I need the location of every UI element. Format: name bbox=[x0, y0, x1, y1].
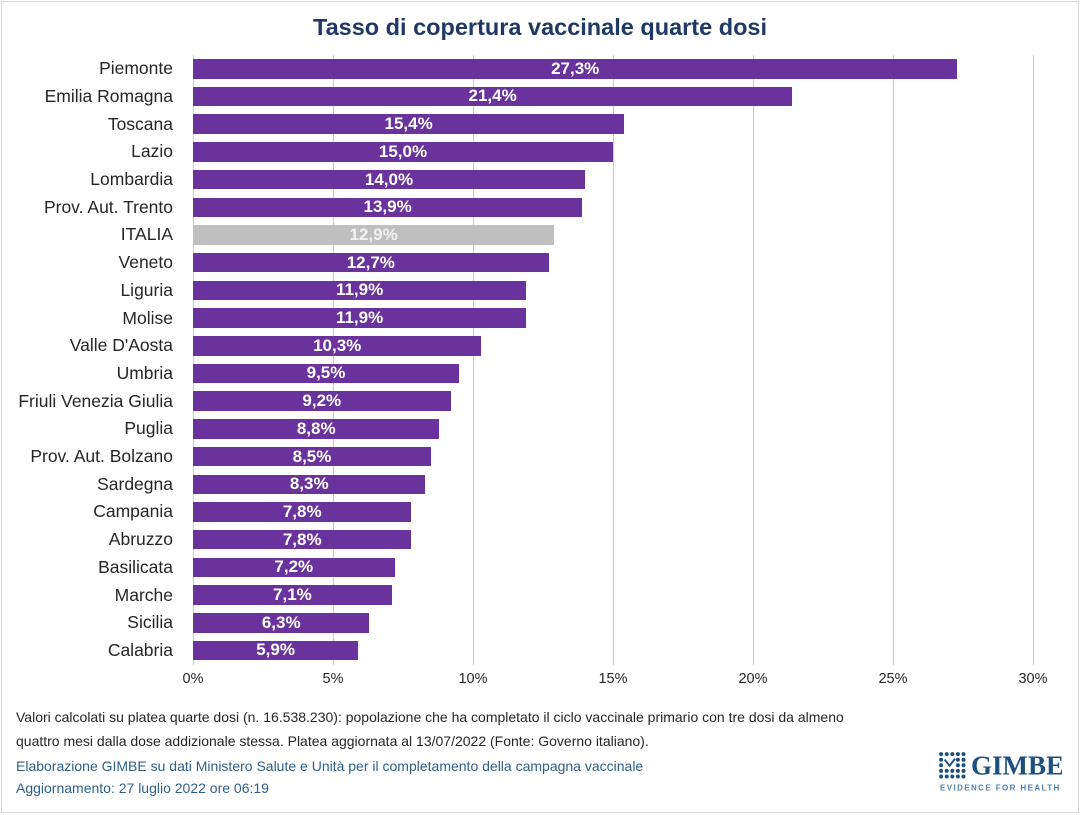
svg-text:EVIDENCE FOR HEALTH: EVIDENCE FOR HEALTH bbox=[940, 784, 1061, 793]
svg-text:GIMBE: GIMBE bbox=[971, 752, 1062, 781]
